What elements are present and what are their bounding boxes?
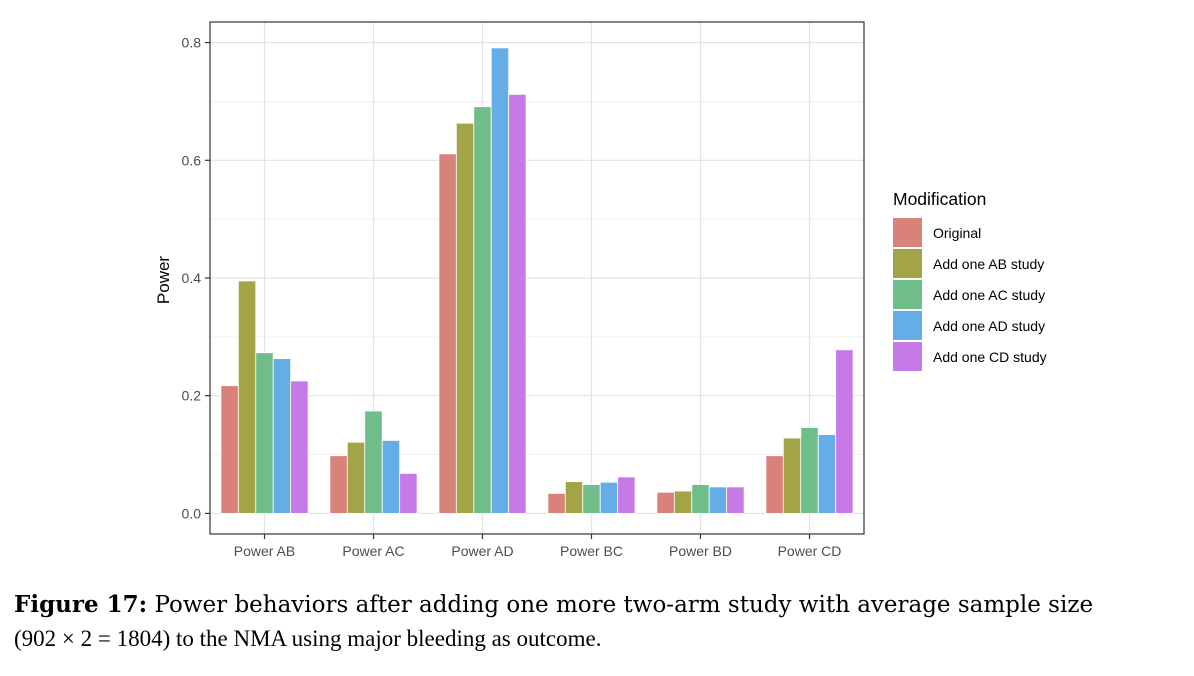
bars [220,47,854,514]
bar [508,93,527,514]
legend-label: Add one AB study [933,256,1044,272]
bar [547,492,566,514]
y-tick-label: 0.2 [182,388,202,404]
legend-key [893,249,922,278]
y-tick-label: 0.6 [182,152,202,168]
bar [220,385,239,514]
bar [656,491,675,514]
bar [438,153,457,514]
bar [399,472,418,514]
legend-key [893,280,922,309]
y-axis-label: Power [154,256,173,305]
y-tick-label: 0.0 [182,505,202,521]
bar [272,358,292,514]
bar [765,455,784,514]
bar [473,106,492,514]
legend-key [893,218,922,247]
bar [817,434,837,514]
bar [708,486,728,514]
x-tick-label: Power AB [234,543,295,559]
legend-title: Modification [893,189,986,209]
bar [782,437,802,514]
bar [381,440,401,514]
x-tick-label: Power AC [342,543,404,559]
bar [490,47,510,514]
legend-label: Add one CD study [933,349,1047,365]
legend: Modification Original Add one AB study Add… [893,189,1047,371]
figure-label: Figure 17: [14,591,148,618]
bar [290,380,309,514]
caption-line-1: Power behaviors after adding one more tw… [154,592,1094,618]
legend-label: Original [933,225,981,241]
legend-label: Add one AD study [933,318,1045,334]
legend-key [893,311,922,340]
y-tick-label: 0.4 [182,270,202,286]
caption-line-2: (902 × 2 = 1804) to the NMA using major … [14,626,602,651]
bar [691,484,710,514]
bar [599,481,619,514]
bar [617,476,636,514]
y-tick-label: 0.8 [182,35,202,51]
legend-key [893,342,922,371]
x-tick-label: Power CD [778,543,842,559]
figure-caption: Figure 17: Power behaviors after adding … [14,588,1184,656]
bar [582,484,601,514]
bar [726,486,745,514]
x-tick-label: Power BC [560,543,623,559]
bar [346,441,366,514]
bar [364,410,383,514]
bar [329,455,348,514]
axes: 0.0 0.2 0.4 0.6 0.8 Power AB Power AC Power AD P… [182,35,842,559]
bar-chart: 0.0 0.2 0.4 0.6 0.8 Power AB Power AC Power AD P… [154,21,1047,559]
bar [455,122,475,514]
bar [800,427,819,514]
legend-label: Add one AC study [933,287,1045,303]
bar [673,490,693,514]
grid-lines [210,22,864,534]
x-tick-label: Power BD [669,543,732,559]
bar [564,481,584,514]
bar [835,349,854,514]
x-tick-label: Power AD [451,543,513,559]
bar [255,352,274,514]
bar [237,280,257,514]
